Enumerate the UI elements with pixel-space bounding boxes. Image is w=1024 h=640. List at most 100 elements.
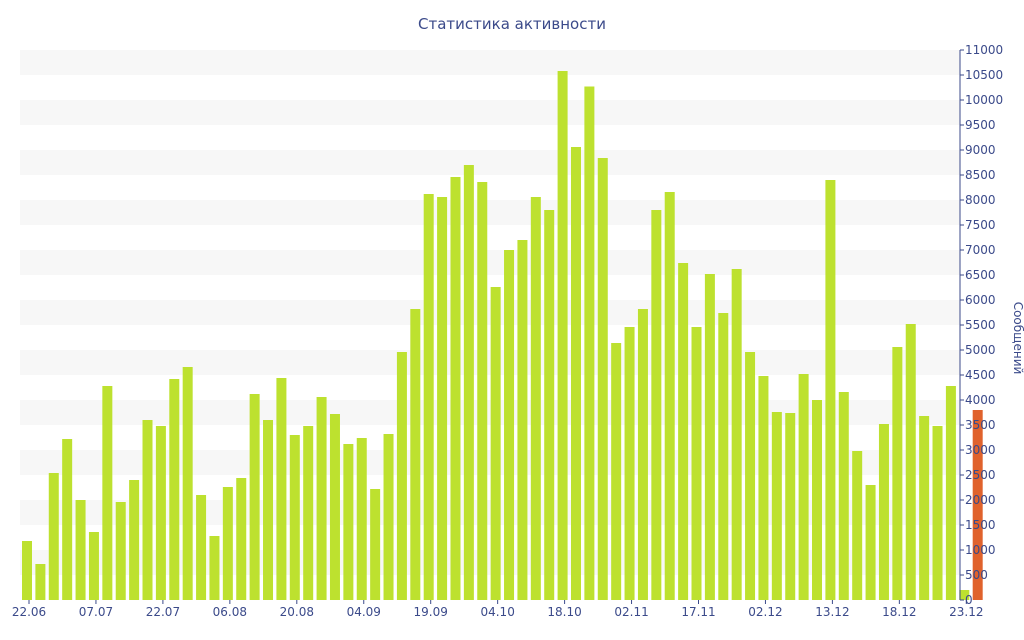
bar[interactable] [35,564,46,600]
bar[interactable] [825,180,836,600]
y-tick-label: 3000 [965,443,996,457]
y-tick-label: 7000 [965,243,996,257]
bar[interactable] [196,495,207,600]
bar[interactable] [289,435,300,600]
bar[interactable] [142,420,153,600]
bar[interactable] [878,424,889,600]
x-tick-label: 04.10 [480,605,514,619]
bar[interactable] [115,502,126,600]
bar[interactable] [463,165,474,600]
bar[interactable] [812,400,823,600]
x-tick-label: 06.08 [213,605,247,619]
y-tick-label: 5000 [965,343,996,357]
bar[interactable] [785,413,796,600]
bar[interactable] [343,444,354,600]
y-tick-label: 10500 [965,68,1003,82]
x-axis-labels: 22.06 07.07 22.07 06.08 20.08 04.09 19.09 04.10… [12,600,983,619]
bar[interactable] [905,324,916,600]
grid-band [20,100,960,125]
bar[interactable] [249,394,260,600]
bar[interactable] [932,426,943,600]
bar[interactable] [704,274,715,600]
bar[interactable] [530,197,541,600]
bar[interactable] [490,287,501,600]
bar[interactable] [22,541,32,600]
y-tick-label: 10000 [965,93,1003,107]
bar[interactable] [798,374,809,600]
bar[interactable] [383,434,394,600]
y-tick-label: 1000 [965,543,996,557]
bar[interactable] [758,376,769,600]
bar[interactable] [423,194,434,600]
bar[interactable] [169,379,180,600]
bar[interactable] [945,386,956,600]
y-tick-label: 500 [965,568,988,582]
bar[interactable] [651,210,662,600]
bar[interactable] [370,489,381,600]
bar[interactable] [624,327,635,600]
bar[interactable] [745,352,756,600]
y-tick-label: 9000 [965,143,996,157]
bar[interactable] [557,71,568,600]
bar[interactable] [276,378,287,600]
y-tick-label: 11000 [965,43,1003,57]
bar[interactable] [88,532,99,600]
bar[interactable] [48,473,59,600]
y-tick-label: 8000 [965,193,996,207]
bar[interactable] [570,147,581,600]
bar[interactable] [329,414,340,600]
bar[interactable] [865,485,876,600]
y-tick-label: 1500 [965,518,996,532]
bar[interactable] [437,197,448,600]
bar[interactable] [959,590,970,600]
bar[interactable] [678,263,689,600]
bar[interactable] [316,397,327,600]
bar[interactable] [771,412,782,600]
bars [22,71,983,600]
y-tick-label: 5500 [965,318,996,332]
bar[interactable] [209,536,220,600]
bar[interactable] [504,250,515,600]
bar[interactable] [410,309,421,600]
x-tick-label: 13.12 [815,605,849,619]
bar[interactable] [517,240,528,600]
bar[interactable] [731,269,742,600]
x-tick-label: 23.12 [949,605,983,619]
x-tick-label: 20.08 [280,605,314,619]
bar[interactable] [102,386,113,600]
bar[interactable] [611,343,622,600]
y-tick-label: 7500 [965,218,996,232]
bar[interactable] [691,327,702,600]
bar[interactable] [356,438,367,600]
bar-current[interactable] [972,410,983,600]
bar[interactable] [303,426,314,600]
bar[interactable] [477,182,488,600]
bar[interactable] [892,347,903,600]
y-axis-title: Сообщений [1011,302,1024,375]
bar[interactable] [75,500,86,600]
y-tick-label: 6500 [965,268,996,282]
bar[interactable] [919,416,930,600]
bar[interactable] [544,210,555,600]
bar[interactable] [838,392,849,600]
x-tick-label: 18.12 [882,605,916,619]
bar[interactable] [263,420,274,600]
bar[interactable] [852,451,863,600]
bar[interactable] [155,426,166,600]
y-axis: 0 500 1000 1500 2000 2500 3000 3500 4000 4500 5000… [959,43,1003,607]
y-tick-label: 6000 [965,293,996,307]
y-tick-label: 0 [965,593,973,607]
x-tick-label: 07.07 [79,605,113,619]
bar[interactable] [62,439,73,600]
bar[interactable] [236,478,247,600]
bar[interactable] [450,177,461,600]
bar[interactable] [182,367,193,600]
bar[interactable] [637,309,648,600]
bar[interactable] [129,480,140,600]
bar[interactable] [597,158,608,600]
bar[interactable] [584,86,595,601]
bar[interactable] [222,487,233,600]
bar[interactable] [718,313,729,600]
bar[interactable] [396,352,407,600]
bar[interactable] [664,192,675,600]
